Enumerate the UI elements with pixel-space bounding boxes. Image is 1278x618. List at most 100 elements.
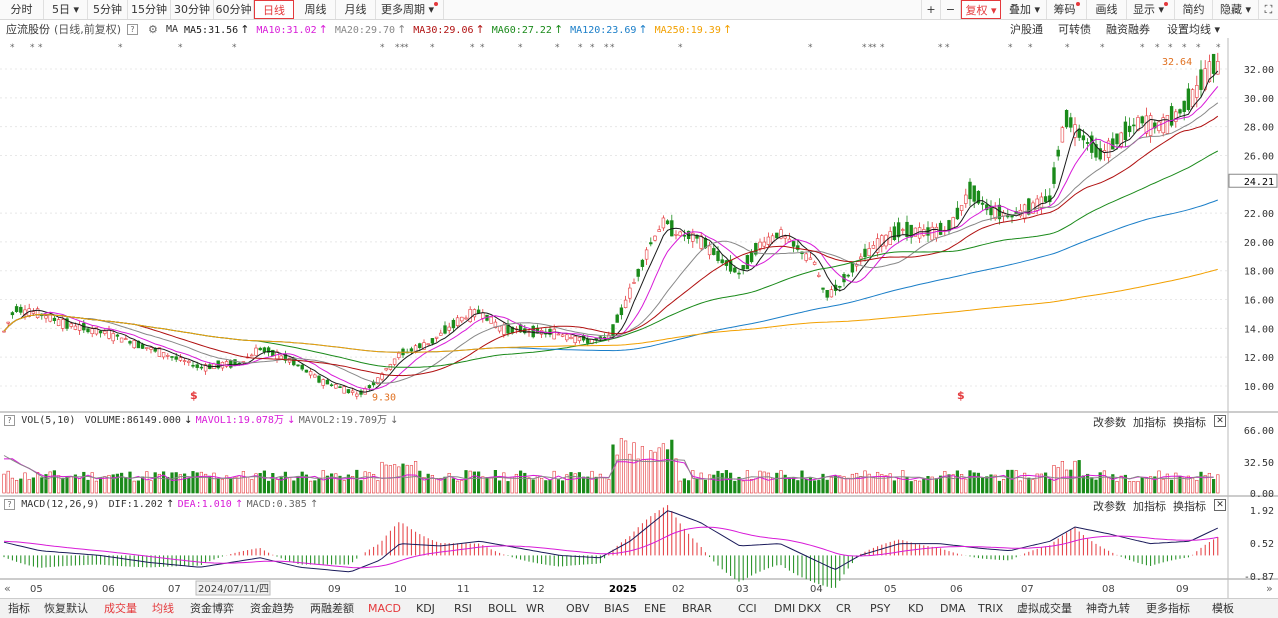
macd-value: MACD:0.385 [246, 499, 307, 510]
candle-body [119, 337, 124, 343]
tab-intraday[interactable]: 分时 [0, 0, 44, 19]
indicator-tab-16[interactable]: CCI [738, 602, 757, 615]
zoom-in-button[interactable]: + [921, 0, 941, 19]
indicator-tab-17[interactable]: DMI [774, 602, 796, 615]
volume-bar [825, 479, 829, 494]
candle-body [2, 330, 6, 333]
volume-bar [6, 470, 10, 494]
tab-daily[interactable]: 日线 [254, 0, 294, 19]
volume-bar [388, 465, 393, 494]
simple-button[interactable]: 简约 [1175, 0, 1213, 19]
event-marker: $ [190, 389, 198, 402]
indicator-tab-2[interactable]: 成交量 [104, 602, 137, 615]
event-star: * [1065, 43, 1070, 53]
indicator-tab-20[interactable]: PSY [870, 602, 891, 615]
link-margin[interactable]: 融资融券 [1106, 23, 1150, 36]
indicator-tab-0[interactable]: 指标 [8, 602, 30, 615]
gear-icon[interactable]: ⚙ [148, 23, 158, 36]
volume-bar [346, 474, 351, 494]
help-icon[interactable]: ? [4, 498, 15, 510]
candle-body [1069, 117, 1073, 128]
indicator-tab-24[interactable]: 虚拟成交量 [1017, 602, 1072, 615]
indicator-tab-14[interactable]: ENE [644, 602, 667, 615]
candle-body [821, 287, 825, 290]
indicator-tab-5[interactable]: 资金趋势 [250, 602, 294, 615]
volume-bar [262, 470, 267, 494]
hide-button[interactable]: 隐藏 ▾ [1213, 0, 1259, 19]
link-ma-settings[interactable]: 设置均线 ▾ [1167, 21, 1220, 39]
close-icon[interactable]: ✕ [1214, 499, 1226, 511]
indicator-tab-23[interactable]: TRIX [978, 602, 1004, 615]
volume-bar [208, 475, 212, 494]
indicator-tab-26[interactable]: 更多指标 [1146, 602, 1190, 615]
candle-body [980, 202, 985, 205]
tab-monthly[interactable]: 月线 [336, 0, 376, 19]
fullscreen-icon[interactable]: ⛶ [1264, 3, 1273, 16]
draw-button[interactable]: 画线 [1087, 0, 1127, 19]
display-label: 显示 [1132, 3, 1155, 16]
indicator-tab-18[interactable]: DKX [798, 602, 822, 615]
indicator-tab-15[interactable]: BRAR [682, 602, 712, 615]
chips-button[interactable]: 筹码 [1047, 0, 1087, 19]
candle-body [586, 338, 590, 344]
adjust-button[interactable]: 复权 ▾ [961, 0, 1001, 19]
vol-add-indicator[interactable]: 加指标 [1133, 416, 1166, 429]
indicator-tab-22[interactable]: DMA [940, 602, 966, 615]
macd-edit-params[interactable]: 改参数 [1093, 500, 1126, 513]
vol-switch-indicator[interactable]: 换指标 [1173, 416, 1206, 429]
candle-body [161, 352, 166, 358]
indicator-tab-1[interactable]: 恢复默认 [44, 602, 88, 615]
close-icon[interactable]: ✕ [1214, 415, 1226, 427]
volume-bar [909, 481, 913, 494]
hide-label: 隐藏 [1219, 3, 1242, 16]
kline-chart[interactable]: 32.00 30.00 28.00 26.00 24.21 22.00 20.00 18.00… [0, 38, 1278, 598]
indicator-tab-6[interactable]: 两融差额 [310, 602, 354, 615]
vol-edit-params[interactable]: 改参数 [1093, 416, 1126, 429]
link-convertible[interactable]: 可转债 [1058, 23, 1091, 36]
indicator-tab-21[interactable]: KD [908, 602, 924, 615]
candle-body [867, 248, 871, 257]
indicator-tab-10[interactable]: BOLL [488, 602, 517, 615]
volume-bar [61, 477, 65, 494]
candle-body [829, 289, 834, 298]
candle-body [464, 317, 468, 320]
indicator-tab-12[interactable]: OBV [566, 602, 590, 615]
help-icon[interactable]: ? [4, 414, 15, 426]
macd-add-indicator[interactable]: 加指标 [1133, 500, 1166, 513]
tab-more-periods[interactable]: 更多周期 ▾ [376, 0, 444, 19]
tab-60min[interactable]: 60分钟 [214, 0, 254, 19]
indicator-tab-25[interactable]: 神奇九转 [1086, 602, 1130, 615]
indicator-tab-13[interactable]: BIAS [604, 602, 630, 615]
volume-bar [266, 480, 271, 494]
indicator-tab-8[interactable]: KDJ [416, 602, 435, 615]
indicator-tab-11[interactable]: WR [526, 602, 545, 615]
indicator-tab-7[interactable]: MACD [368, 602, 401, 615]
candle-body [86, 328, 90, 333]
candle-body [73, 325, 78, 330]
macd-switch-indicator[interactable]: 换指标 [1173, 500, 1206, 513]
candle-body [1039, 196, 1044, 209]
indicator-tab-9[interactable]: RSI [454, 602, 472, 615]
tab-30min[interactable]: 30分钟 [171, 0, 214, 19]
indicator-tab-19[interactable]: CR [836, 602, 852, 615]
event-star: * [555, 43, 560, 53]
tab-5min[interactable]: 5分钟 [88, 0, 128, 19]
tab-15min[interactable]: 15分钟 [128, 0, 171, 19]
link-hk-connect[interactable]: 沪股通 [1010, 23, 1043, 36]
candle-body [938, 222, 943, 235]
tab-weekly[interactable]: 周线 [296, 0, 336, 19]
event-star: * [232, 43, 237, 53]
candle-body [985, 204, 989, 211]
indicator-tab-27[interactable]: 模板 [1212, 602, 1234, 615]
volume-bar [363, 471, 367, 494]
zoom-out-button[interactable]: − [941, 0, 961, 19]
candle-body [565, 334, 569, 341]
display-button[interactable]: 显示 ▾ [1127, 0, 1175, 19]
indicator-tab-3[interactable]: 均线 [152, 602, 174, 615]
tab-5day[interactable]: 5日 ▾ [44, 0, 88, 19]
candle-body [871, 245, 876, 249]
help-icon[interactable]: ? [127, 24, 138, 35]
indicator-tab-4[interactable]: 资金博弈 [190, 602, 234, 615]
overlay-button[interactable]: 叠加 ▾ [1003, 0, 1047, 19]
volume-bar [871, 476, 875, 494]
